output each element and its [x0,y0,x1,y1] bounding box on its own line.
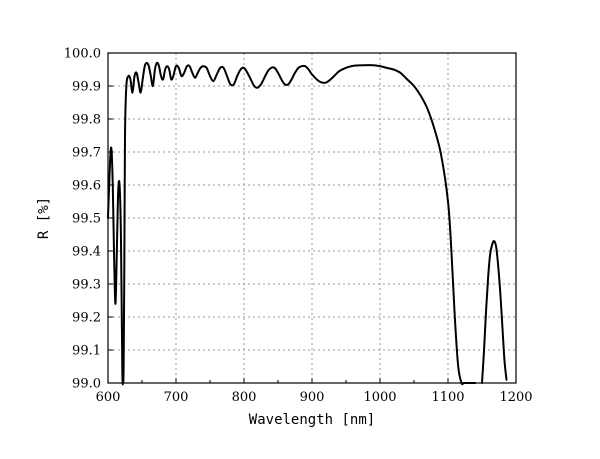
y-tick-label: 99.8 [72,113,101,128]
x-tick-label: 700 [164,390,189,405]
y-tick-label: 99.9 [72,80,101,95]
y-tick-label: 99.7 [72,146,101,161]
y-tick-labels: 99.0 99.1 99.2 99.3 99.4 99.5 99.6 99.7 99.8 99.9… [64,47,101,392]
x-tick-label: 900 [300,390,325,405]
y-tick-label: 99.1 [72,344,101,359]
y-tick-label: 99.0 [72,377,101,392]
y-tick-label: 99.6 [72,179,101,194]
y-tick-label: 99.5 [72,212,101,227]
x-axis-title: Wavelength [nm] [249,412,375,428]
x-tick-label: 1000 [363,390,396,405]
axis-ticks [107,52,517,384]
y-tick-label: 99.2 [72,311,101,326]
series-layer [107,61,508,386]
x-tick-label: 1100 [431,390,464,405]
y-axis-title: R [%] [36,197,52,239]
y-tick-label: 99.4 [72,245,101,260]
reflectance-series-line [107,61,477,386]
x-tick-label: 800 [232,390,257,405]
y-tick-label: 99.3 [72,278,101,293]
x-tick-label: 600 [96,390,121,405]
x-tick-labels: 600 700 800 900 1000 1100 1200 [96,390,533,405]
x-tick-label: 1200 [499,390,532,405]
y-tick-label: 100.0 [64,47,101,62]
reflectance-series-line [481,239,508,384]
grid-lines [108,53,516,383]
